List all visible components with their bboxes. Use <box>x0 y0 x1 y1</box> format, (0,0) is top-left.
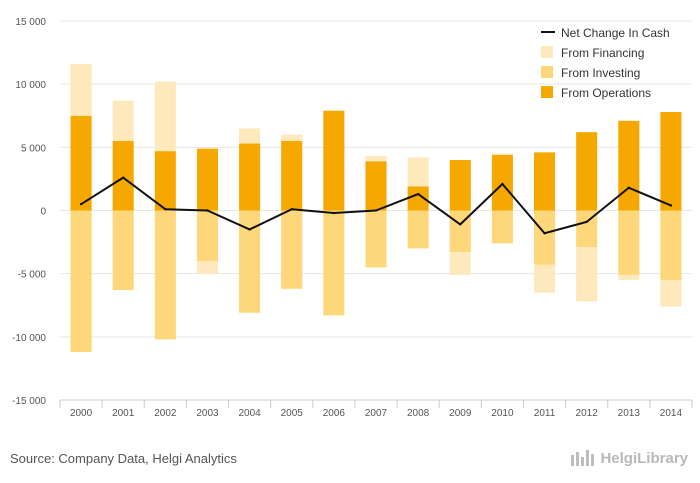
line-point <box>290 208 293 211</box>
x-tick-label: 2011 <box>534 408 556 419</box>
bar-from-operations <box>660 111 682 211</box>
bar-from-operations <box>576 132 598 211</box>
bar-from-operations <box>323 110 345 211</box>
line-point <box>164 208 167 211</box>
bar-from-investing <box>660 210 682 280</box>
line-point <box>79 202 83 206</box>
y-tick-label: 15 000 <box>15 17 46 28</box>
y-tick-label: 5 000 <box>21 143 46 154</box>
bar-from-investing <box>154 210 176 340</box>
bar-from-operations <box>449 159 471 211</box>
x-tick-label: 2001 <box>112 408 135 419</box>
source-note: Source: Company Data, Helgi Analytics <box>10 451 237 466</box>
bar-from-operations <box>407 186 429 211</box>
library-logo-icon <box>571 450 595 466</box>
stacked-bar-line-chart: -15 000 -10 000 -5 000 0 5 000 10 000 15 000 20… <box>12 17 693 419</box>
bar-from-financing <box>534 264 556 293</box>
bar-from-financing <box>660 279 682 307</box>
y-tick-label: 0 <box>40 207 46 218</box>
helgi-library-logo: HelgiLibrary <box>570 449 688 467</box>
bar-from-operations <box>618 120 640 211</box>
bar-from-investing <box>70 210 92 352</box>
bar-from-investing <box>239 210 261 313</box>
legend-label: From Operations <box>561 86 651 100</box>
line-point <box>627 186 630 189</box>
line-point <box>585 220 588 224</box>
bar-from-operations <box>70 115 92 211</box>
bar-from-investing <box>491 210 513 244</box>
line-point <box>122 176 125 179</box>
bar-from-operations <box>154 151 176 211</box>
legend-label: From Investing <box>561 66 640 80</box>
line-point <box>332 211 336 215</box>
bar-from-operations <box>112 141 134 211</box>
legend-swatch <box>541 66 553 78</box>
x-tick-label: 2012 <box>576 408 599 419</box>
bar-from-investing <box>196 210 218 262</box>
bar-from-investing <box>576 210 598 248</box>
bar-from-financing <box>70 63 92 116</box>
y-tick-label: 10 000 <box>15 80 46 91</box>
bar-from-investing <box>365 210 387 268</box>
x-tick-label: 2008 <box>407 408 430 419</box>
x-tick-label: 2000 <box>70 408 93 419</box>
x-tick-label: 2002 <box>154 408 177 419</box>
line-point <box>501 182 504 186</box>
line-point <box>206 209 209 212</box>
bar-from-financing <box>491 153 513 155</box>
bar-from-financing <box>196 261 218 274</box>
line-point <box>374 209 378 212</box>
bar-from-investing <box>281 210 303 289</box>
x-tick-label: 2010 <box>491 408 514 419</box>
brand-name: HelgiLibrary <box>600 449 688 467</box>
bars <box>70 63 682 352</box>
legend-label: Net Change In Cash <box>561 26 670 40</box>
bar-from-investing <box>618 210 640 275</box>
bar-from-investing <box>407 210 429 249</box>
bar-from-investing <box>323 210 345 316</box>
legend-label: From Financing <box>561 46 644 60</box>
line-point <box>669 204 673 207</box>
legend: Net Change In Cash From Financing From Inv… <box>541 26 670 100</box>
bar-from-operations <box>281 141 303 211</box>
bar-from-financing <box>365 156 387 162</box>
bar-from-operations <box>196 148 218 211</box>
x-tick-label: 2003 <box>196 408 219 419</box>
x-tick-label: 2004 <box>238 408 261 419</box>
x-tick-label: 2014 <box>660 408 683 419</box>
legend-swatch <box>541 46 553 58</box>
bar-from-investing <box>112 210 134 291</box>
x-tick-label: 2006 <box>323 408 346 419</box>
bar-from-operations <box>491 154 513 211</box>
line-point <box>248 228 251 231</box>
axes: -15 000 -10 000 -5 000 0 5 000 10 000 15 000 20… <box>12 17 693 419</box>
line-point <box>416 192 420 196</box>
y-tick-label: -5 000 <box>18 270 47 281</box>
legend-swatch <box>541 86 553 98</box>
bar-from-financing <box>407 157 429 187</box>
bar-from-operations <box>365 161 387 211</box>
net-change-line <box>79 176 673 235</box>
bar-from-investing <box>534 210 556 265</box>
bar-from-financing <box>154 81 176 152</box>
x-tick-label: 2009 <box>449 408 472 419</box>
bar-from-operations <box>534 152 556 211</box>
bar-from-financing <box>618 274 640 280</box>
bar-from-financing <box>112 100 134 142</box>
line-point <box>459 223 462 226</box>
bar-from-financing <box>576 247 598 302</box>
y-tick-label: -15 000 <box>12 396 46 407</box>
line-point <box>543 232 546 235</box>
x-tick-label: 2013 <box>618 408 641 419</box>
bar-from-financing <box>281 134 303 142</box>
x-tick-label: 2005 <box>281 408 304 419</box>
y-tick-label: -10 000 <box>12 333 46 344</box>
bar-from-financing <box>449 252 471 275</box>
bar-from-financing <box>239 128 261 144</box>
footer: Source: Company Data, Helgi Analytics He… <box>0 443 700 483</box>
bar-from-operations <box>239 143 261 211</box>
x-tick-label: 2007 <box>365 408 388 419</box>
